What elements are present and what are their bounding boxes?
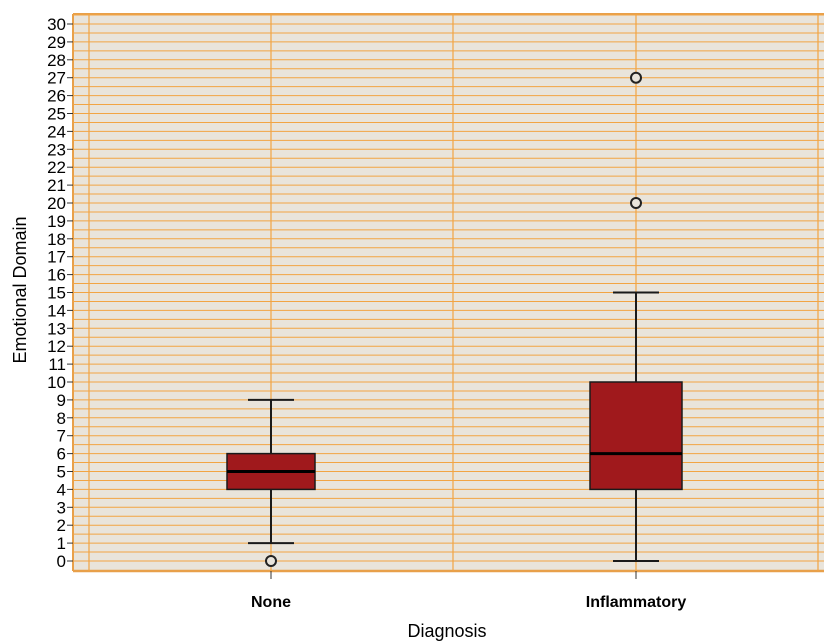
- y-tick-label: 17: [47, 248, 66, 267]
- y-tick-label: 21: [47, 176, 66, 195]
- y-tick-label: 14: [47, 301, 66, 320]
- y-axis-ticks: 0123456789101112131415161718192021222324…: [47, 15, 73, 571]
- y-tick-label: 7: [57, 427, 66, 446]
- y-tick-label: 5: [57, 463, 66, 482]
- y-tick-label: 4: [57, 480, 66, 499]
- y-tick-label: 10: [47, 373, 66, 392]
- box-none: [226, 398, 316, 567]
- y-tick-label: 18: [47, 230, 66, 249]
- y-tick-label: 27: [47, 69, 66, 88]
- y-tick-label: 28: [47, 51, 66, 70]
- y-tick-label: 3: [57, 498, 66, 517]
- y-tick-label: 13: [47, 319, 66, 338]
- y-tick-label: 24: [47, 122, 66, 141]
- x-tick-label: Inflammatory: [586, 594, 687, 611]
- outlier-point: [630, 197, 642, 209]
- outlier-point: [265, 555, 277, 567]
- y-tick-label: 22: [47, 158, 66, 177]
- y-tick-label: 29: [47, 33, 66, 52]
- y-tick-label: 19: [47, 212, 66, 231]
- y-tick-label: 23: [47, 140, 66, 159]
- outlier-point: [630, 71, 642, 84]
- x-axis-title: Diagnosis: [407, 621, 486, 641]
- y-tick-label: 25: [47, 105, 66, 124]
- y-tick-label: 20: [47, 194, 66, 213]
- y-tick-label: 2: [57, 516, 66, 535]
- y-tick-label: 0: [57, 552, 66, 571]
- box-inflammatory: [589, 71, 683, 562]
- boxes: [226, 71, 683, 567]
- y-tick-label: 6: [57, 445, 66, 464]
- y-tick-label: 15: [47, 284, 66, 303]
- y-tick-label: 11: [48, 355, 66, 374]
- y-tick-label: 26: [47, 87, 66, 106]
- y-tick-label: 30: [47, 15, 66, 34]
- y-tick-label: 1: [57, 534, 66, 553]
- x-axis-ticks: None Inflammatory: [251, 571, 686, 611]
- box-iqr: [589, 381, 683, 491]
- y-tick-label: 16: [47, 266, 66, 285]
- y-axis-title: Emotional Domain: [10, 216, 30, 363]
- y-tick-label: 12: [47, 337, 66, 356]
- y-tick-label: 9: [57, 391, 66, 410]
- grid-lines: [73, 14, 824, 571]
- y-tick-label: 8: [57, 409, 66, 428]
- x-tick-label: None: [251, 594, 291, 611]
